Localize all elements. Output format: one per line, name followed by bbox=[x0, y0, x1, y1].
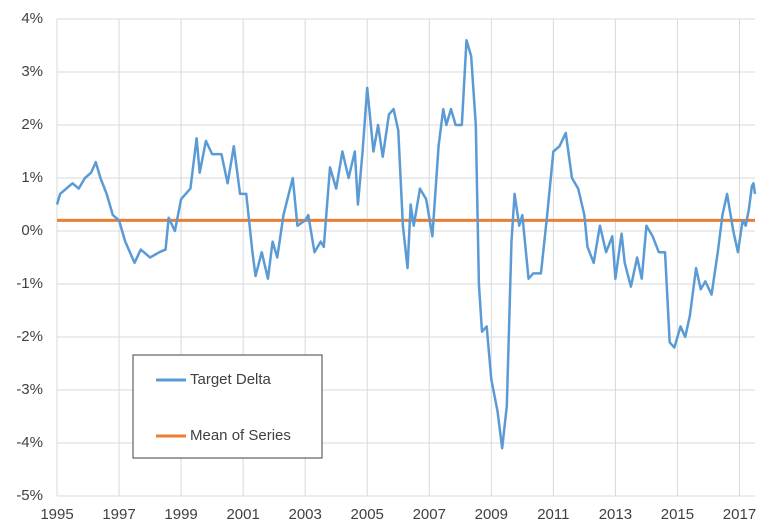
x-tick-label: 2007 bbox=[413, 506, 446, 523]
x-tick-label: 2013 bbox=[599, 506, 632, 523]
legend-label: Mean of Series bbox=[190, 427, 291, 444]
x-tick-label: 2003 bbox=[288, 506, 321, 523]
series-line bbox=[55, 38, 757, 450]
y-tick-label: 0% bbox=[21, 222, 43, 239]
y-tick-label: 1% bbox=[21, 169, 43, 186]
legend-label: Target Delta bbox=[190, 371, 272, 388]
x-tick-label: 2015 bbox=[661, 506, 694, 523]
y-tick-label: 2% bbox=[21, 116, 43, 133]
x-tick-label: 2001 bbox=[226, 506, 259, 523]
x-tick-label: 2011 bbox=[537, 506, 569, 523]
x-tick-label: 1999 bbox=[164, 506, 197, 523]
y-tick-label: 3% bbox=[21, 63, 43, 80]
y-tick-label: -5% bbox=[16, 487, 43, 504]
x-tick-label: 2005 bbox=[351, 506, 384, 523]
y-tick-label: -2% bbox=[16, 328, 43, 345]
x-tick-label: 2017 bbox=[723, 506, 756, 523]
x-tick-label: 1997 bbox=[102, 506, 135, 523]
legend-box bbox=[132, 354, 323, 459]
y-tick-label: -1% bbox=[16, 275, 43, 292]
x-tick-label: 2009 bbox=[475, 506, 508, 523]
x-tick-label: 1995 bbox=[40, 506, 73, 523]
y-tick-label: 4% bbox=[21, 10, 43, 27]
y-tick-label: -4% bbox=[16, 434, 43, 451]
y-tick-label: -3% bbox=[16, 381, 43, 398]
